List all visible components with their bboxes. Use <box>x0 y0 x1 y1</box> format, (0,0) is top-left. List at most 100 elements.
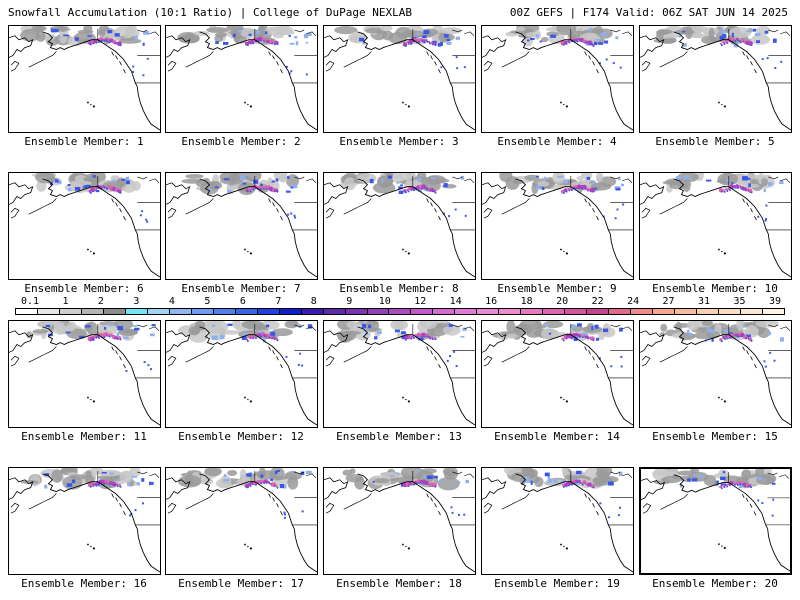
colorbar-swatch <box>103 309 126 314</box>
colorbar-strip <box>15 308 785 315</box>
colorbar-label: 7 <box>275 296 282 307</box>
colorbar-labels: 0.1 1 2 3 4 5 6 7 8 9 10 12 14 16 18 20 22 24 27 31 35 39 <box>15 296 785 307</box>
colorbar-swatch <box>169 309 192 314</box>
colorbar-swatch <box>697 309 719 314</box>
ensemble-member-label: Ensemble Member: 7 <box>181 282 301 295</box>
colorbar-label: 1 <box>62 296 69 307</box>
ensemble-member-label: Ensemble Member: 15 <box>652 430 778 443</box>
colorbar-swatch <box>213 309 236 314</box>
colorbar-label: 16 <box>485 296 498 307</box>
ensemble-map-panel[interactable] <box>323 25 476 133</box>
colorbar-label: 10 <box>378 296 391 307</box>
colorbar-label: 3 <box>133 296 140 307</box>
ensemble-map-panel[interactable] <box>165 25 318 133</box>
colorbar-label: 5 <box>204 296 211 307</box>
ensemble-map-panel[interactable] <box>481 320 634 428</box>
colorbar-label: 14 <box>449 296 462 307</box>
ensemble-map-panel[interactable] <box>481 467 634 575</box>
colorbar-swatch <box>191 309 214 314</box>
colorbar-label: 12 <box>414 296 427 307</box>
colorbar-label: 35 <box>733 296 746 307</box>
ensemble-map-panel[interactable] <box>8 25 161 133</box>
colorbar-swatch <box>37 309 60 314</box>
ensemble-member-label: Ensemble Member: 13 <box>336 430 462 443</box>
colorbar-swatch <box>521 309 544 314</box>
colorbar-swatch <box>609 309 632 314</box>
colorbar-legend: 0.1 1 2 3 4 5 6 7 8 9 10 12 14 16 18 20 22 24 27 31 35 39 <box>15 296 785 317</box>
ensemble-member-label: Ensemble Member: 14 <box>494 430 620 443</box>
colorbar-label: 18 <box>520 296 533 307</box>
ensemble-map-panel[interactable] <box>481 25 634 133</box>
ensemble-member-label: Ensemble Member: 19 <box>494 577 620 590</box>
colorbar-swatch <box>323 309 346 314</box>
ensemble-map-panel[interactable] <box>8 172 161 280</box>
ensemble-map-panel[interactable] <box>8 320 161 428</box>
ensemble-map-panel[interactable] <box>165 467 318 575</box>
ensemble-member-label: Ensemble Member: 4 <box>497 135 617 148</box>
ensemble-member-label: Ensemble Member: 3 <box>339 135 459 148</box>
colorbar-swatch <box>477 309 500 314</box>
colorbar-swatch <box>543 309 566 314</box>
colorbar-swatch <box>455 309 478 314</box>
ensemble-member-label: Ensemble Member: 9 <box>497 282 617 295</box>
ensemble-member-label: Ensemble Member: 5 <box>655 135 775 148</box>
ensemble-map-panel[interactable] <box>165 320 318 428</box>
colorbar-label: 27 <box>662 296 675 307</box>
ensemble-map-panel[interactable] <box>8 467 161 575</box>
ensemble-map-panel[interactable] <box>323 467 476 575</box>
colorbar-label: 39 <box>768 296 782 307</box>
ensemble-map-panel[interactable] <box>481 172 634 280</box>
colorbar-swatch <box>389 309 412 314</box>
colorbar-label: 24 <box>627 296 640 307</box>
colorbar-swatch <box>279 309 302 314</box>
ensemble-map-panel[interactable] <box>639 320 792 428</box>
colorbar-swatch <box>257 309 280 314</box>
colorbar-swatch <box>125 309 148 314</box>
ensemble-member-label: Ensemble Member: 17 <box>178 577 304 590</box>
colorbar-swatch <box>433 309 456 314</box>
ensemble-member-label: Ensemble Member: 6 <box>24 282 144 295</box>
colorbar-swatch <box>631 309 654 314</box>
colorbar-label: 2 <box>97 296 104 307</box>
colorbar-label: 6 <box>239 296 246 307</box>
colorbar-swatch <box>653 309 676 314</box>
colorbar-swatch <box>16 309 38 314</box>
ensemble-member-label: Ensemble Member: 16 <box>21 577 147 590</box>
colorbar-label: 20 <box>556 296 569 307</box>
colorbar-label: 4 <box>168 296 175 307</box>
ensemble-member-label: Ensemble Member: 18 <box>336 577 462 590</box>
colorbar-swatch <box>499 309 522 314</box>
colorbar-swatch <box>740 309 763 314</box>
ensemble-member-label: Ensemble Member: 1 <box>24 135 144 148</box>
ensemble-member-label: Ensemble Member: 20 <box>652 577 778 590</box>
colorbar-label: 31 <box>698 296 711 307</box>
colorbar-swatch <box>411 309 434 314</box>
ensemble-map-panel[interactable] <box>639 25 792 133</box>
colorbar-swatch <box>345 309 368 314</box>
colorbar-swatch <box>147 309 170 314</box>
ensemble-map-panel[interactable] <box>165 172 318 280</box>
ensemble-map-panel[interactable] <box>323 320 476 428</box>
colorbar-swatch <box>719 309 741 314</box>
ensemble-map-panel[interactable] <box>639 467 792 575</box>
ensemble-member-label: Ensemble Member: 12 <box>178 430 304 443</box>
colorbar-label: 0.1 <box>20 296 40 307</box>
colorbar-swatch <box>235 309 258 314</box>
colorbar-label: 8 <box>310 296 317 307</box>
colorbar-swatch <box>675 309 698 314</box>
valid-time: 00Z GEFS | F174 Valid: 06Z SAT JUN 14 20… <box>509 6 788 19</box>
ensemble-member-label: Ensemble Member: 2 <box>181 135 301 148</box>
colorbar-swatch <box>301 309 324 314</box>
ensemble-member-label: Ensemble Member: 10 <box>652 282 778 295</box>
colorbar-swatch <box>81 309 104 314</box>
ensemble-member-label: Ensemble Member: 8 <box>339 282 459 295</box>
colorbar-swatch <box>367 309 390 314</box>
ensemble-member-label: Ensemble Member: 11 <box>21 430 147 443</box>
ensemble-map-panel[interactable] <box>639 172 792 280</box>
colorbar-swatch <box>565 309 588 314</box>
colorbar-label: 22 <box>591 296 604 307</box>
ensemble-map-panel[interactable] <box>323 172 476 280</box>
colorbar-swatch <box>59 309 82 314</box>
map-title: Snowfall Accumulation (10:1 Ratio) | Col… <box>8 6 412 19</box>
colorbar-label: 9 <box>346 296 353 307</box>
